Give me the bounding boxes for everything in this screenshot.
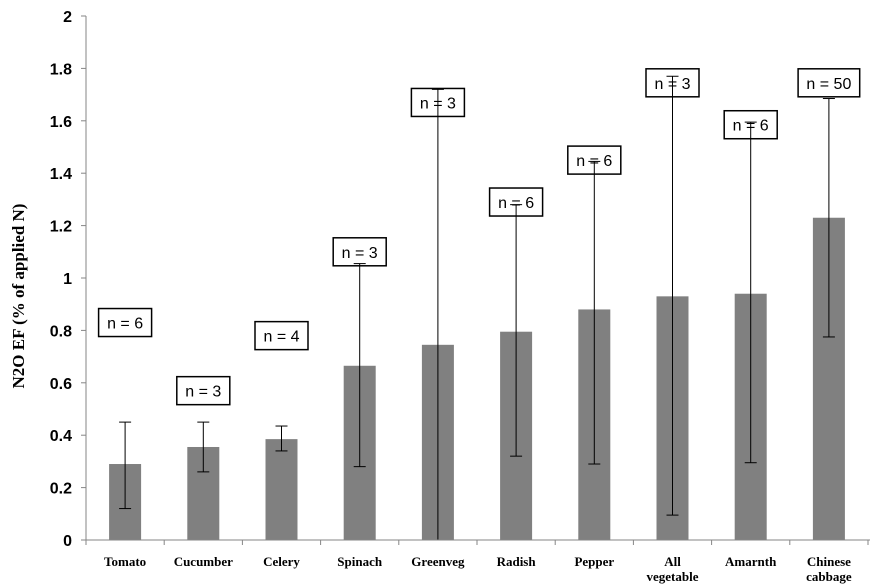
y-tick-label: 0.4: [50, 428, 72, 445]
bar: [265, 439, 298, 540]
n-annotation-box: [176, 375, 231, 406]
x-tick-label: Chinese: [807, 554, 851, 569]
n-annotations: n = 6n = 3n = 4n = 3n = 3n = 6n = 6n = 3…: [97, 68, 861, 406]
y-axis: 0 0.2 0.4 0.6 0.8 1 1.2 1.4 1.6 1.8 2: [50, 9, 87, 550]
n-annotation-label: n = 50: [806, 76, 851, 93]
x-tick-label: Tomato: [104, 554, 146, 569]
x-tick-label: Pepper: [574, 554, 614, 569]
x-tick-label: Greenveg: [411, 554, 465, 569]
y-tick-label: 1: [63, 271, 72, 288]
n-annotation-box: [797, 68, 861, 98]
n-annotation-box: [723, 109, 778, 140]
x-tick-label: Cucumber: [174, 554, 233, 569]
n-annotation-label: n = 6: [107, 316, 143, 333]
n-annotation-label: n = 6: [498, 195, 534, 212]
n-annotation-label: n = 3: [342, 245, 378, 262]
y-tick-label: 0.6: [50, 376, 72, 393]
y-tick-label: 0: [63, 533, 72, 550]
y-axis-title: N2O EF (% of applied N): [9, 204, 28, 389]
n-annotation-box: [97, 307, 153, 338]
y-tick-label: 0.8: [50, 323, 72, 340]
error-bars: [119, 75, 835, 540]
y-tick-label: 0.2: [50, 481, 72, 498]
x-tick-label: Celery: [263, 554, 300, 569]
x-tick-label: vegetable: [647, 569, 699, 584]
y-tick-label: 1.2: [50, 219, 72, 236]
x-tick-label: All: [664, 554, 681, 569]
y-tick-label: 1.6: [50, 114, 72, 131]
n-annotation-label: n = 4: [263, 329, 299, 346]
y-tick-label: 1.4: [50, 166, 72, 183]
x-tick-label: Amarnth: [725, 554, 777, 569]
x-tick-label: Radish: [497, 554, 537, 569]
n-annotation-box: [254, 320, 309, 351]
x-tick-label: cabbage: [806, 569, 852, 584]
x-axis: Tomato Cucumber Celery Spinach Greenveg Radis…: [85, 539, 870, 584]
n-annotation-box: [332, 237, 387, 267]
y-tick-label: 1.8: [50, 61, 72, 78]
y-tick-label: 2: [63, 9, 72, 26]
n-annotation-label: n = 3: [185, 384, 221, 401]
x-tick-label: Spinach: [337, 554, 383, 569]
bars: [109, 217, 845, 541]
